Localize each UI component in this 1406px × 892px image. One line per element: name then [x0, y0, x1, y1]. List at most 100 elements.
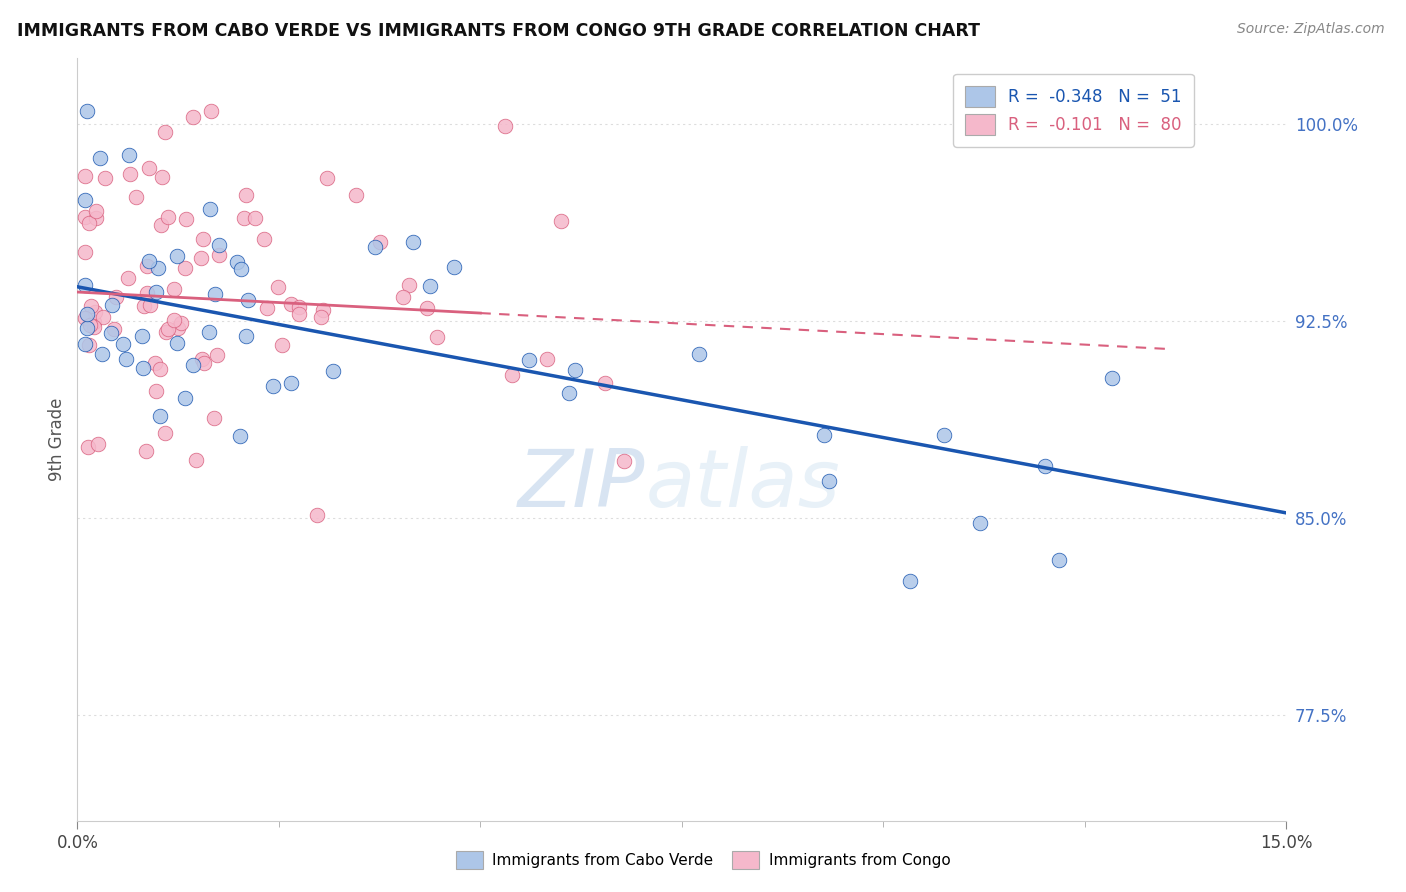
- Point: [87, 437, 110, 451]
- Point: [76, 103, 98, 118]
- Point: [155, 326, 177, 340]
- Point: [112, 336, 135, 351]
- Point: [181, 358, 204, 372]
- Point: [228, 429, 250, 443]
- Point: [90, 347, 112, 361]
- Point: [145, 384, 167, 399]
- Point: [204, 286, 226, 301]
- Point: [157, 211, 180, 225]
- Point: [138, 161, 160, 175]
- Point: [270, 338, 292, 352]
- Point: [813, 428, 835, 442]
- Point: [79, 216, 101, 230]
- Point: [205, 348, 228, 362]
- Point: [267, 279, 290, 293]
- Point: [208, 237, 231, 252]
- Point: [1047, 553, 1070, 567]
- Point: [817, 475, 839, 489]
- Point: [368, 235, 391, 249]
- Point: [135, 443, 157, 458]
- Point: [91, 310, 114, 324]
- Point: [558, 386, 581, 401]
- Point: [364, 240, 387, 254]
- Point: [243, 211, 266, 226]
- Point: [166, 249, 188, 263]
- Point: [83, 319, 105, 334]
- Point: [193, 355, 215, 369]
- Point: [236, 293, 259, 308]
- Point: [501, 368, 523, 382]
- Point: [322, 364, 344, 378]
- Point: [316, 171, 339, 186]
- Point: [80, 299, 103, 313]
- Point: [167, 321, 190, 335]
- Point: [309, 310, 332, 324]
- Point: [84, 204, 107, 219]
- Point: [256, 301, 278, 315]
- Point: [117, 148, 139, 162]
- Point: [77, 338, 100, 352]
- Point: [148, 409, 170, 423]
- Point: [132, 299, 155, 313]
- Text: Source: ZipAtlas.com: Source: ZipAtlas.com: [1237, 22, 1385, 37]
- Point: [100, 326, 122, 340]
- Point: [517, 353, 540, 368]
- Point: [231, 262, 253, 277]
- Point: [193, 232, 215, 246]
- Point: [253, 232, 276, 246]
- Point: [190, 252, 212, 266]
- Point: [83, 305, 105, 319]
- Point: [132, 361, 155, 376]
- Legend: Immigrants from Cabo Verde, Immigrants from Congo: Immigrants from Cabo Verde, Immigrants f…: [450, 845, 956, 875]
- Point: [146, 260, 169, 275]
- Point: [564, 363, 586, 377]
- Point: [226, 254, 249, 268]
- Point: [550, 213, 572, 227]
- Point: [75, 210, 97, 224]
- Point: [1101, 371, 1123, 385]
- Point: [94, 171, 117, 186]
- Point: [138, 253, 160, 268]
- Point: [402, 235, 425, 249]
- Point: [932, 427, 955, 442]
- Point: [79, 318, 101, 333]
- Point: [288, 301, 311, 315]
- Point: [593, 376, 616, 390]
- Point: [174, 211, 197, 226]
- Text: atlas: atlas: [645, 446, 841, 524]
- Point: [75, 245, 97, 260]
- Text: IMMIGRANTS FROM CABO VERDE VS IMMIGRANTS FROM CONGO 9TH GRADE CORRELATION CHART: IMMIGRANTS FROM CABO VERDE VS IMMIGRANTS…: [17, 22, 980, 40]
- Point: [173, 261, 195, 276]
- Point: [170, 316, 193, 330]
- Point: [969, 516, 991, 530]
- Legend: R =  -0.348   N =  51, R =  -0.101   N =  80: R = -0.348 N = 51, R = -0.101 N = 80: [953, 74, 1194, 147]
- Y-axis label: 9th Grade: 9th Grade: [48, 398, 66, 481]
- Point: [125, 190, 148, 204]
- Point: [235, 329, 257, 343]
- Point: [181, 110, 204, 124]
- Point: [186, 452, 208, 467]
- Point: [280, 376, 302, 391]
- Point: [425, 330, 447, 344]
- Point: [155, 125, 177, 139]
- Point: [145, 285, 167, 299]
- Point: [235, 188, 257, 202]
- Point: [149, 361, 172, 376]
- Point: [105, 289, 128, 303]
- Point: [288, 307, 311, 321]
- Point: [155, 426, 177, 441]
- Point: [100, 298, 122, 312]
- Text: ZIP: ZIP: [519, 446, 645, 524]
- Point: [305, 508, 328, 523]
- Point: [398, 278, 420, 293]
- Point: [75, 311, 97, 326]
- Point: [688, 347, 710, 361]
- Point: [89, 152, 111, 166]
- Point: [202, 411, 225, 425]
- Point: [163, 282, 186, 296]
- Point: [200, 103, 222, 118]
- Point: [419, 279, 441, 293]
- Point: [76, 320, 98, 334]
- Point: [118, 167, 141, 181]
- Point: [76, 307, 98, 321]
